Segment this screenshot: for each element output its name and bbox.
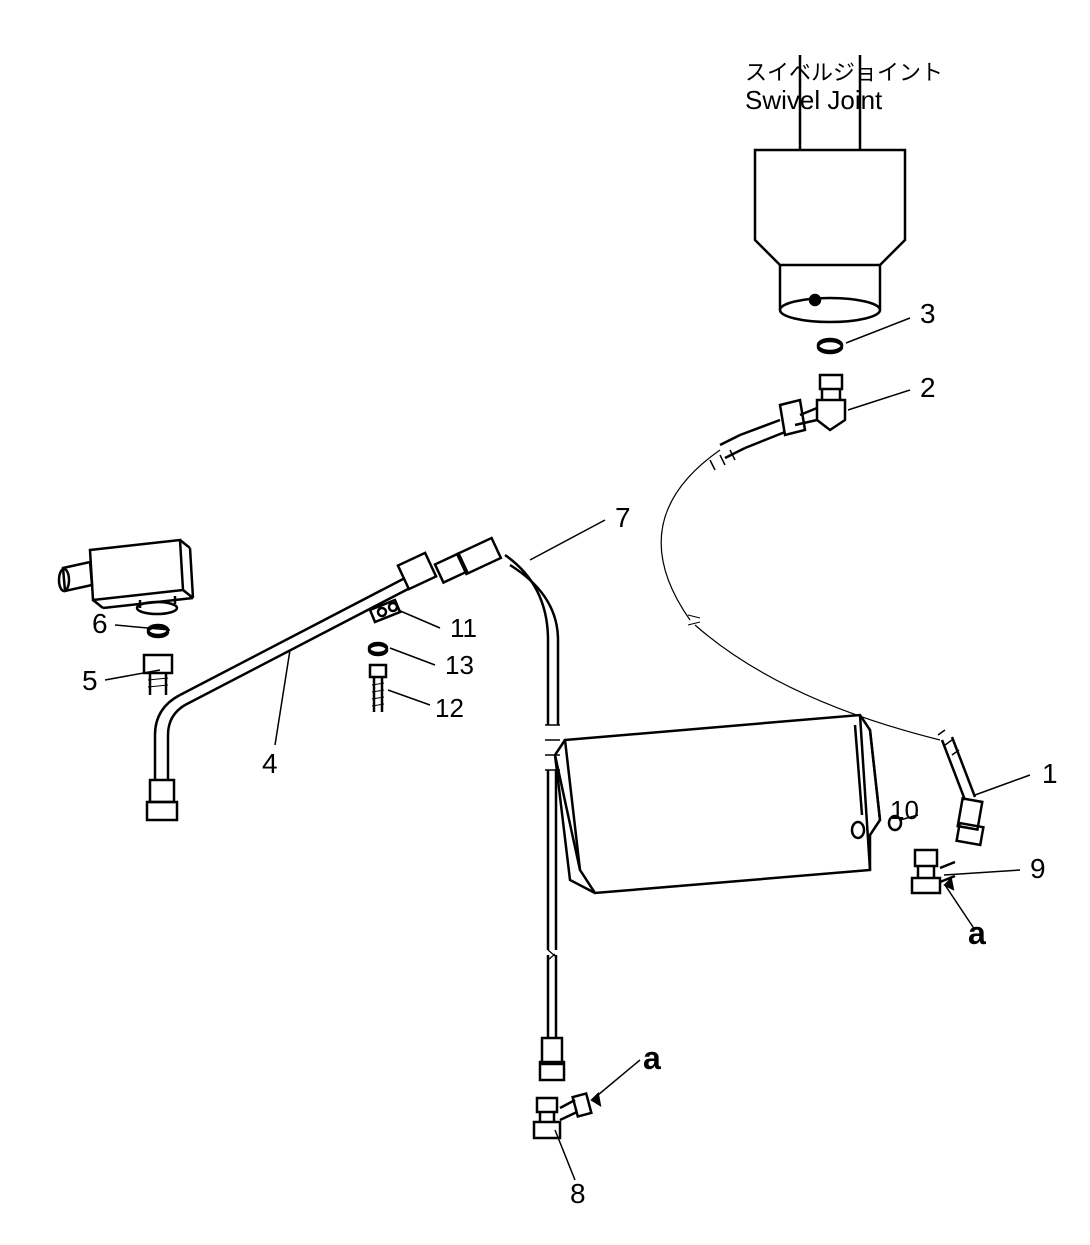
travel-motor (555, 715, 880, 893)
ref-a-2: a (968, 915, 986, 952)
callout-9: 9 (1030, 853, 1046, 885)
title-japanese: スイベルジョイント (745, 55, 943, 87)
callout-12: 12 (435, 693, 464, 724)
callout-1: 1 (1042, 758, 1058, 790)
bracket-assembly (369, 600, 400, 712)
hose-1 (661, 420, 983, 845)
valve-block (59, 540, 193, 614)
callout-7: 7 (615, 502, 631, 534)
callout-13: 13 (445, 650, 474, 681)
callout-10: 10 (890, 795, 919, 826)
callout-5: 5 (82, 665, 98, 697)
callout-11: 11 (450, 613, 477, 644)
adapter-5 (144, 625, 172, 695)
elbow-8 (534, 1094, 591, 1138)
callout-8: 8 (570, 1178, 586, 1210)
callout-3: 3 (920, 298, 936, 330)
callout-4: 4 (262, 748, 278, 780)
elbow-2 (780, 375, 845, 435)
parts-diagram: スイベルジョイント Swivel Joint 1 2 3 4 5 6 7 8 9… (0, 0, 1090, 1245)
tube-4 (147, 553, 436, 820)
title-english: Swivel Joint (745, 85, 882, 116)
callout-6: 6 (92, 608, 108, 640)
ref-a-1: a (643, 1040, 661, 1077)
callout-2: 2 (920, 372, 936, 404)
diagram-svg (0, 0, 1090, 1245)
